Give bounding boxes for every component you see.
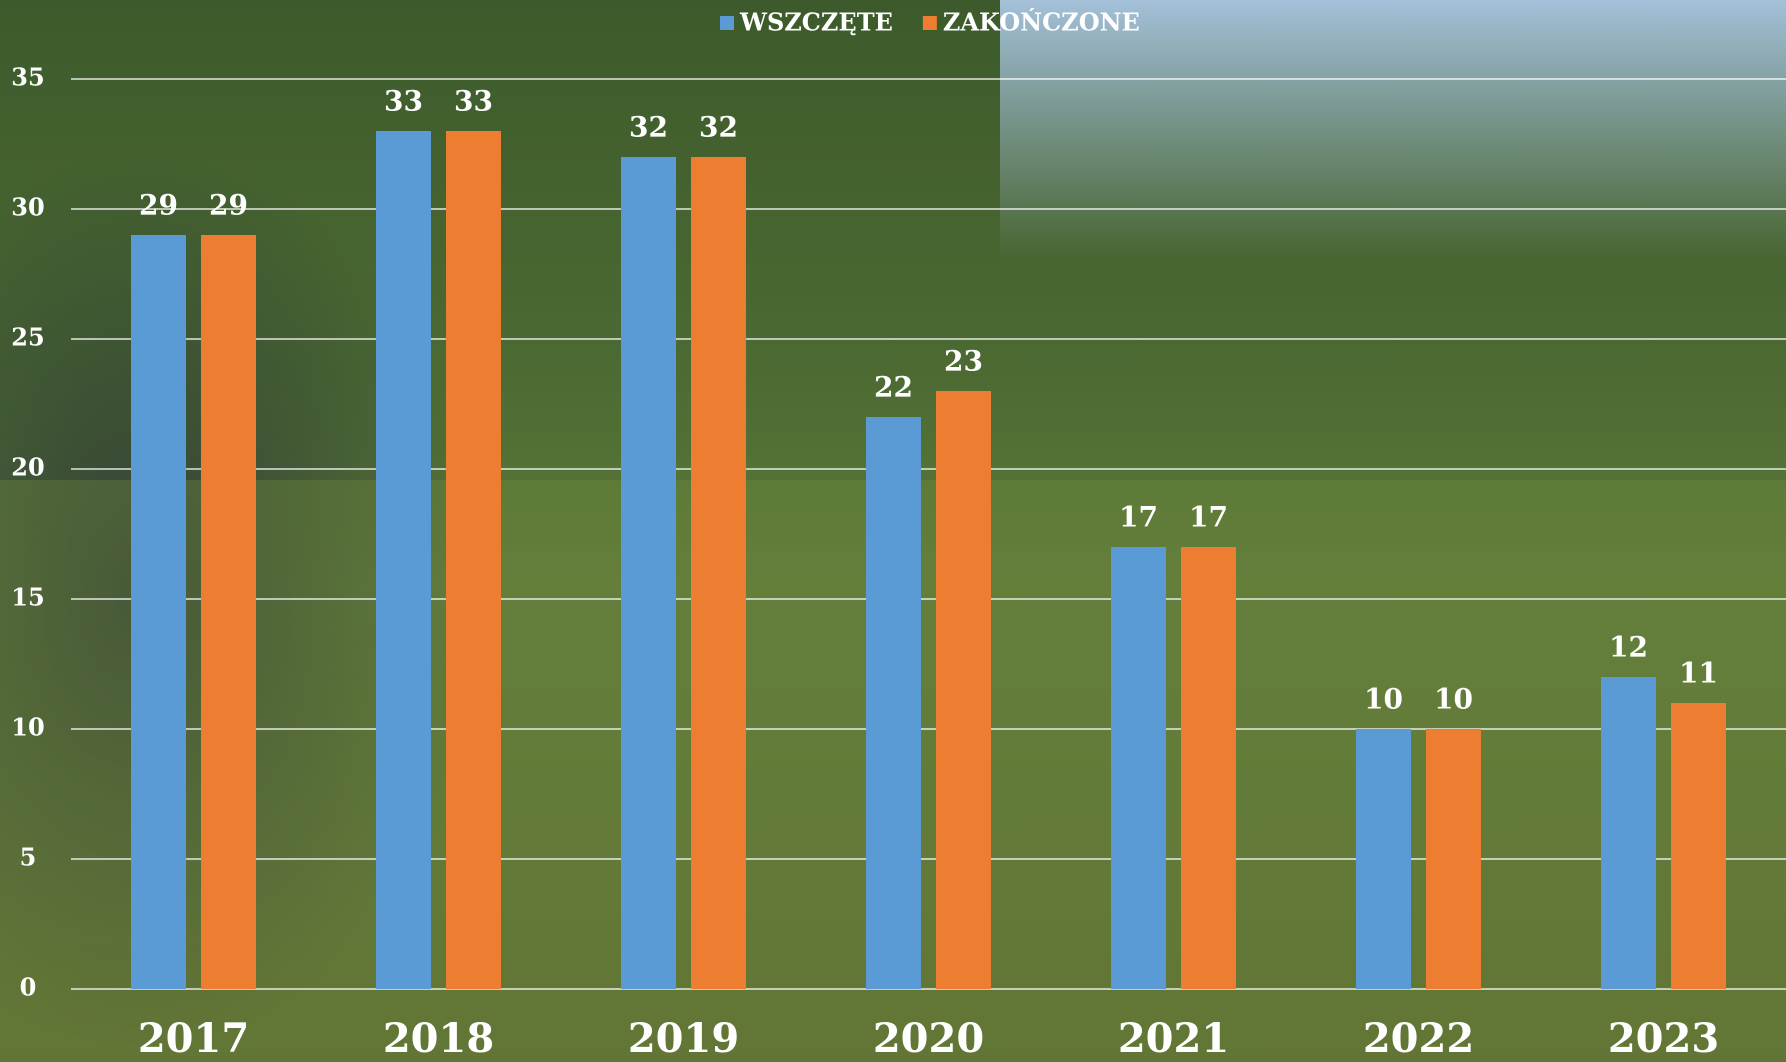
- bar: [446, 131, 501, 989]
- bar: [1601, 677, 1656, 989]
- x-tick-label: 2023: [1608, 1015, 1719, 1062]
- value-label: 10: [1364, 683, 1403, 716]
- legend-label: WSZCZĘTE: [739, 8, 893, 37]
- legend-swatch: [922, 16, 937, 30]
- bar: [376, 131, 431, 989]
- value-label: 33: [384, 85, 423, 118]
- value-label: 17: [1189, 501, 1228, 534]
- grid: [71, 78, 1786, 990]
- bar: [201, 235, 256, 989]
- value-label: 32: [699, 111, 738, 144]
- labels: 0 5 10 15 20 25 30 35 2017 29 29 2018 33 33 2019 32 32 20…: [11, 63, 1719, 1062]
- bar: [1181, 547, 1236, 989]
- bar: [691, 157, 746, 989]
- legend-swatch: [720, 16, 734, 30]
- legend-label: ZAKOŃCZONE: [943, 8, 1140, 37]
- x-tick-label: 2021: [1118, 1015, 1229, 1062]
- bar: [1356, 729, 1411, 989]
- value-label: 29: [139, 189, 178, 222]
- value-label: 12: [1609, 631, 1648, 664]
- x-tick-label: 2022: [1363, 1015, 1474, 1062]
- bar: [1671, 703, 1726, 989]
- x-tick-label: 2018: [383, 1015, 494, 1062]
- value-label: 11: [1679, 657, 1718, 690]
- value-label: 29: [209, 189, 248, 222]
- bar: [936, 391, 991, 989]
- y-tick-label: 5: [20, 843, 37, 872]
- y-tick-label: 25: [11, 323, 44, 352]
- bar: [131, 235, 186, 989]
- bar: [621, 157, 676, 989]
- x-tick-label: 2019: [628, 1015, 739, 1062]
- value-label: 22: [874, 371, 913, 404]
- bar: [866, 417, 921, 989]
- y-tick-label: 0: [20, 973, 37, 1002]
- legend: WSZCZĘTE ZAKOŃCZONE: [720, 8, 1140, 37]
- bar: [1426, 729, 1481, 989]
- y-tick-label: 30: [11, 193, 44, 222]
- bars: [131, 131, 1726, 989]
- x-tick-label: 2020: [873, 1015, 984, 1062]
- value-label: 10: [1434, 683, 1473, 716]
- value-label: 23: [944, 345, 983, 378]
- y-tick-label: 15: [11, 583, 44, 612]
- value-label: 32: [629, 111, 668, 144]
- y-tick-label: 20: [11, 453, 44, 482]
- value-label: 17: [1119, 501, 1158, 534]
- y-tick-label: 35: [11, 63, 44, 92]
- bar: [1111, 547, 1166, 989]
- y-tick-label: 10: [11, 713, 44, 742]
- x-tick-label: 2017: [138, 1015, 249, 1062]
- value-label: 33: [454, 85, 493, 118]
